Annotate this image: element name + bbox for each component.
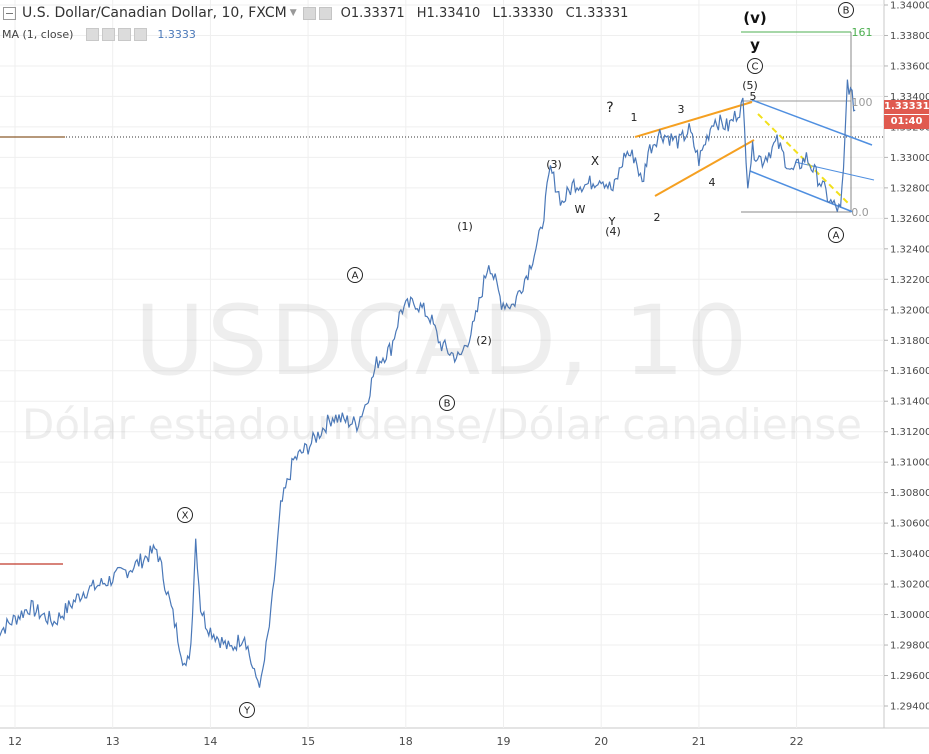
wave-label-circle — [439, 395, 455, 411]
wave-label: ? — [606, 100, 613, 116]
wave-label: (5) — [742, 79, 758, 92]
eye-icon[interactable] — [86, 27, 100, 41]
chevron-down-icon[interactable]: ▼ — [289, 8, 297, 18]
open-value: O1.33371 — [340, 5, 405, 21]
x-tick-label: 22 — [790, 735, 804, 748]
y-tick-label: 1.32600 — [890, 214, 929, 225]
settings-icon[interactable] — [102, 27, 116, 41]
channel-mid-line — [794, 161, 875, 181]
price-series-line — [0, 79, 856, 688]
add-icon[interactable] — [118, 27, 132, 41]
wave-label-circle — [747, 58, 763, 74]
y-tick-label: 1.29400 — [890, 702, 929, 713]
wave-label: 3 — [678, 103, 685, 116]
last-price-badge: 1.33331 — [884, 99, 929, 114]
y-tick-label: 1.31200 — [890, 427, 929, 438]
wave-label-circle — [828, 227, 844, 243]
y-tick-label: 1.32800 — [890, 183, 929, 194]
grid — [0, 0, 929, 729]
indicator-label[interactable]: MA (1, close) — [2, 27, 74, 41]
wave-label-circled: X — [182, 511, 189, 522]
wave-label: 5 — [750, 90, 757, 103]
x-tick-label: 19 — [497, 735, 511, 748]
eye-icon[interactable] — [302, 6, 316, 20]
x-tick-label: 13 — [106, 735, 120, 748]
x-tick-label: 20 — [594, 735, 608, 748]
y-tick-label: 1.31600 — [890, 366, 929, 377]
ohlc-values: O1.33371 H1.33410 L1.33330 C1.33331 — [341, 6, 637, 21]
bar-countdown-badge: 01:40 — [884, 114, 929, 129]
wave-label: 0.0 — [851, 206, 869, 219]
watermark-description: Dólar estadounidense/Dólar canadiense — [22, 400, 862, 449]
wave-label: (3) — [546, 158, 562, 171]
x-tick-label: 15 — [301, 735, 315, 748]
chart-header: U.S. Dollar/Canadian Dollar, 10, FXCM ▼ … — [0, 2, 636, 24]
wave-label: X — [591, 154, 599, 168]
y-tick-label: 1.31000 — [890, 458, 929, 469]
symbol-title[interactable]: U.S. Dollar/Canadian Dollar, 10, FXCM — [22, 5, 287, 21]
y-tick-label: 1.32000 — [890, 305, 929, 316]
y-tick-label: 1.33800 — [890, 31, 929, 42]
wave-label-circle — [239, 702, 255, 718]
wave-label: y — [750, 36, 760, 54]
wave-label-circled: A — [352, 271, 359, 282]
wave-label: (1) — [457, 220, 473, 233]
orange-upper-line — [634, 101, 753, 138]
y-tick-label: 1.29800 — [890, 641, 929, 652]
wave-label: 161 — [852, 26, 873, 39]
wave-label: (v) — [743, 9, 767, 27]
y-tick-label: 1.32400 — [890, 244, 929, 255]
wave-label: W — [575, 203, 586, 216]
wave-label: 4 — [709, 176, 716, 189]
wave-label: Y — [608, 215, 616, 228]
y-tick-label: 1.30000 — [890, 610, 929, 621]
wave-label-circle — [177, 507, 193, 523]
wave-label: 1 — [631, 111, 638, 124]
wave-label-circled: B — [843, 6, 850, 17]
x-tick-label: 12 — [8, 735, 22, 748]
orange-lower-line — [654, 139, 755, 197]
wave-label: (2) — [476, 334, 492, 347]
wave-label-circled: Y — [243, 706, 251, 717]
x-tick-label: 21 — [692, 735, 706, 748]
low-value: L1.33330 — [492, 5, 554, 21]
wave-label: 100 — [852, 96, 873, 109]
y-tick-label: 1.33400 — [890, 92, 929, 103]
y-tick-label: 1.30200 — [890, 580, 929, 591]
y-tick-label: 1.33000 — [890, 153, 929, 164]
watermark-symbol: USDCAD, 10 — [134, 285, 750, 397]
drawing-overlays — [0, 31, 884, 565]
wave-label: (4) — [605, 225, 621, 238]
y-tick-label: 1.29600 — [890, 671, 929, 682]
y-tick-label: 1.30600 — [890, 519, 929, 530]
collapse-icon[interactable] — [3, 6, 16, 20]
high-value: H1.33410 — [416, 5, 481, 21]
close-value: C1.33331 — [565, 5, 629, 21]
y-tick-label: 1.30800 — [890, 488, 929, 499]
x-tick-label: 14 — [203, 735, 217, 748]
y-tick-label: 1.32200 — [890, 275, 929, 286]
wave-label-circled: B — [444, 399, 451, 410]
y-tick-label: 1.30400 — [890, 549, 929, 560]
indicator-value: 1.3333 — [157, 27, 196, 41]
close-icon[interactable] — [134, 27, 148, 41]
settings-icon[interactable] — [318, 6, 332, 20]
wave-label-circle — [347, 267, 363, 283]
x-axis: 12 13 14 15 18 19 20 21 22 — [8, 735, 804, 748]
y-tick-label: 1.31400 — [890, 397, 929, 408]
y-tick-label: 1.31800 — [890, 336, 929, 347]
wave-label-circled: A — [833, 231, 840, 242]
y-tick-label: 1.33600 — [890, 61, 929, 72]
y-tick-label: 1.34000 — [890, 1, 929, 12]
indicator-legend: MA (1, close) 1.3333 — [2, 26, 196, 42]
x-tick-label: 18 — [399, 735, 413, 748]
wave-label: 2 — [654, 211, 661, 224]
wave-label-circle — [838, 2, 854, 18]
wave-label-circled: C — [752, 62, 759, 73]
channel-upper-line — [751, 99, 873, 146]
